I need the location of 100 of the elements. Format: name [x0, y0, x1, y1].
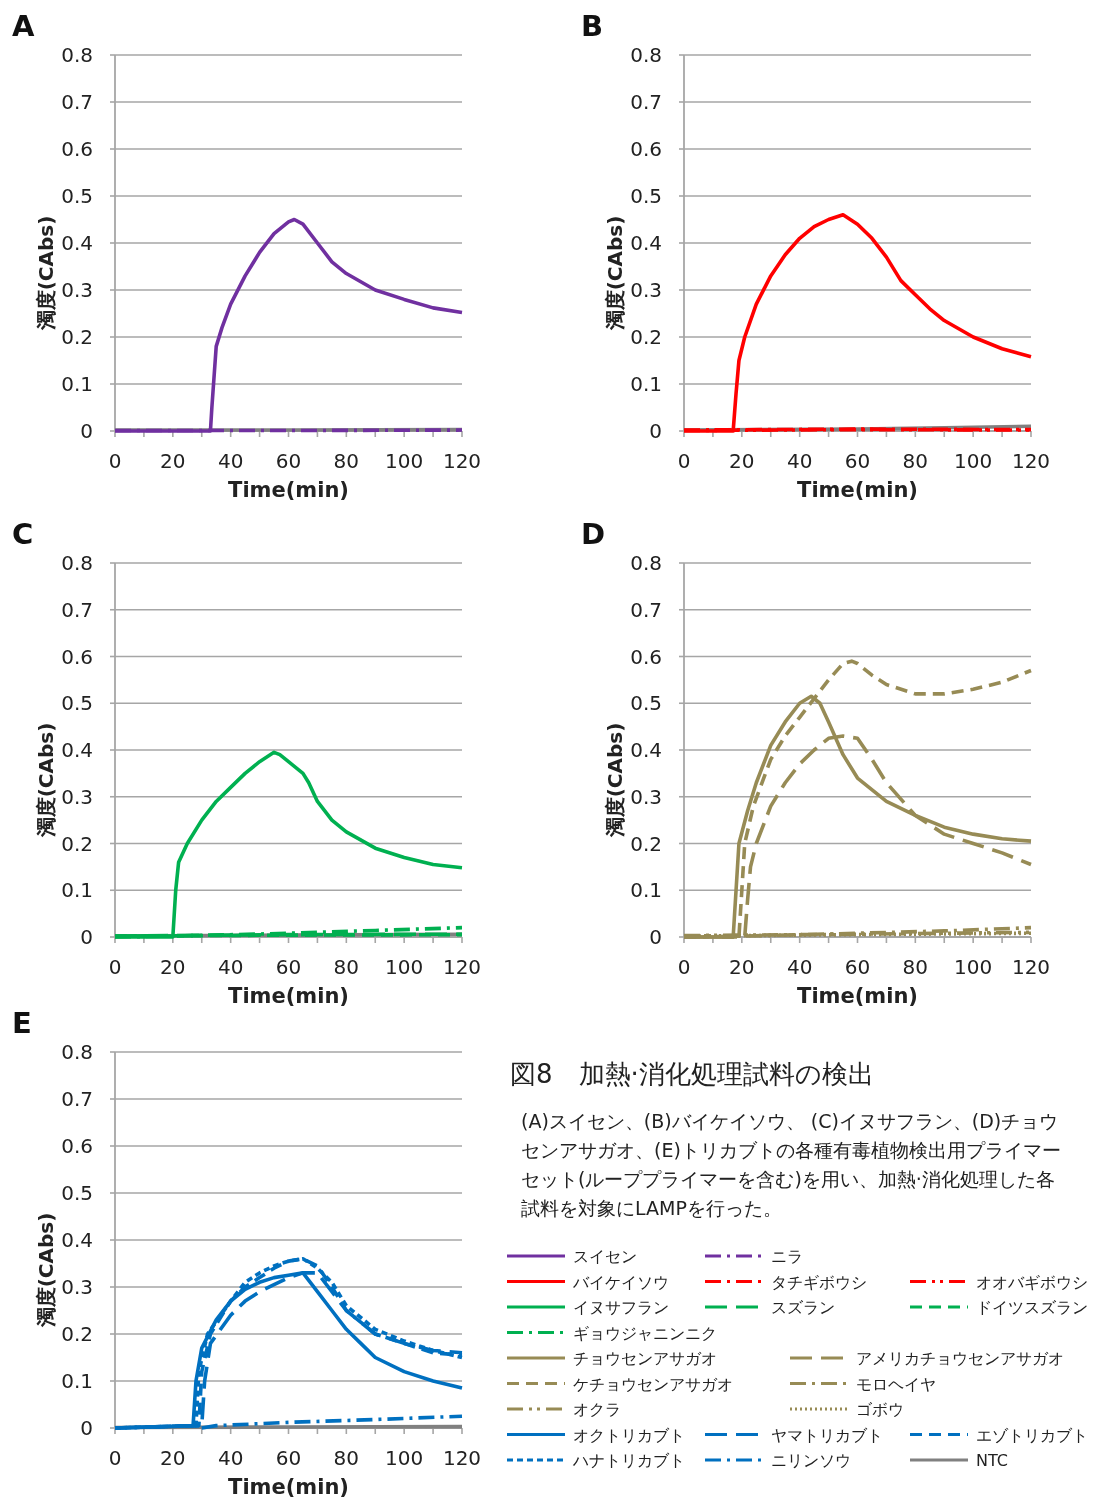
y-tick-label: 0.2: [61, 831, 93, 856]
legend-label: ニラ: [771, 1247, 803, 1266]
y-tick-label: 0.6: [61, 137, 93, 161]
y-tick-label: 0.3: [61, 784, 93, 809]
y-tick-label: 0.3: [61, 278, 93, 302]
x-axis-title: Time(min): [228, 478, 349, 502]
legend-label: チョウセンアサガオ: [573, 1349, 717, 1368]
y-tick-label: 0.7: [61, 1087, 93, 1111]
y-tick-label: 0.4: [630, 231, 662, 255]
x-tick-label: 40: [217, 955, 244, 979]
x-tick-label: 60: [275, 955, 302, 979]
x-tick-label: 0: [108, 955, 122, 979]
x-tick-label: 80: [333, 1446, 360, 1470]
x-tick-label: 0: [677, 449, 691, 473]
legend-label: バイケイソウ: [572, 1272, 669, 1292]
chart-title: D: [581, 517, 606, 551]
x-tick-label: 120: [442, 449, 482, 473]
y-tick-label: 0.6: [61, 1134, 93, 1158]
x-tick-label: 100: [385, 1446, 424, 1470]
y-tick-label: 0.8: [61, 551, 93, 575]
x-tick-label: 20: [160, 449, 186, 473]
x-tick-label: 40: [786, 955, 813, 979]
y-tick-label: 0: [80, 1416, 93, 1440]
x-tick-label: 0: [677, 955, 691, 979]
y-tick-label: 0.6: [630, 644, 662, 669]
x-tick-label: 40: [217, 449, 244, 473]
y-tick-label: 0.4: [630, 738, 662, 762]
x-tick-label: 80: [902, 449, 929, 473]
y-tick-label: 0.8: [61, 43, 93, 67]
y-tick-label: 0.2: [61, 325, 93, 349]
x-tick-label: 100: [385, 449, 424, 473]
legend-label: モロヘイヤ: [856, 1374, 936, 1394]
x-axis-title: Time(min): [228, 1475, 349, 1499]
y-axis-title: 濁度(CAbs): [34, 722, 58, 839]
x-tick-label: 120: [442, 955, 482, 979]
legend-label: アメリカチョウセンアサガオ: [856, 1349, 1064, 1368]
legend-label: ハナトリカブト: [572, 1451, 685, 1470]
text: 図8 加熱·消化処理試料の検出: [510, 1059, 874, 1089]
x-tick-label: 20: [729, 449, 755, 473]
y-tick-label: 0.4: [61, 738, 93, 762]
y-tick-label: 0.3: [61, 1275, 93, 1299]
y-tick-label: 0.8: [61, 1040, 93, 1064]
x-tick-label: 40: [217, 1446, 244, 1470]
y-tick-label: 0.3: [630, 784, 662, 809]
legend-label: エゾトリカブト: [976, 1425, 1088, 1445]
chart-title: E: [12, 1006, 32, 1040]
y-tick-label: 0.5: [61, 1181, 93, 1205]
y-tick-label: 0.5: [61, 691, 93, 716]
y-axis-title: 濁度(CAbs): [603, 215, 627, 332]
y-tick-label: 0.1: [61, 878, 93, 903]
y-tick-label: 0.4: [61, 231, 93, 255]
y-tick-label: 0.2: [630, 831, 662, 856]
y-tick-label: 0.6: [630, 137, 662, 161]
x-axis-title: Time(min): [228, 984, 349, 1008]
legend-label: オクラ: [573, 1400, 621, 1419]
y-tick-label: 0.8: [630, 551, 662, 575]
y-tick-label: 0: [649, 925, 662, 949]
x-tick-label: 120: [442, 1446, 482, 1470]
x-tick-label: 100: [954, 955, 993, 979]
y-tick-label: 0: [80, 419, 93, 443]
legend-label: スイセン: [573, 1247, 637, 1266]
y-axis-title: 濁度(CAbs): [34, 1212, 58, 1329]
x-tick-label: 120: [1011, 955, 1051, 979]
y-tick-label: 0.6: [61, 644, 93, 669]
x-tick-label: 0: [108, 449, 122, 473]
y-tick-label: 0: [649, 419, 662, 443]
legend-label: オオバギボウシ: [976, 1272, 1088, 1292]
x-tick-label: 60: [844, 955, 871, 979]
legend-label: ニリンソウ: [771, 1451, 851, 1470]
legend-label: ゴボウ: [856, 1400, 904, 1419]
y-axis-title: 濁度(CAbs): [34, 215, 58, 332]
y-tick-label: 0.1: [630, 372, 662, 396]
x-tick-label: 80: [333, 449, 360, 473]
y-tick-label: 0.2: [61, 1322, 93, 1346]
chart-title: C: [12, 517, 34, 551]
legend-label: NTC: [976, 1451, 1008, 1470]
legend-label: ギョウジャニンニク: [573, 1323, 717, 1343]
y-tick-label: 0.3: [630, 278, 662, 302]
y-tick-label: 0.5: [61, 184, 93, 208]
chart-title: A: [12, 9, 35, 43]
y-tick-label: 0.1: [61, 1369, 93, 1393]
y-axis-title: 濁度(CAbs): [603, 722, 627, 839]
x-tick-label: 80: [333, 955, 360, 979]
x-tick-label: 60: [844, 449, 871, 473]
y-tick-label: 0.7: [61, 597, 93, 622]
legend-label: ドイツスズラン: [976, 1298, 1088, 1317]
y-tick-label: 0: [80, 925, 93, 949]
x-tick-label: 100: [385, 955, 424, 979]
x-tick-label: 80: [902, 955, 929, 979]
x-tick-label: 60: [275, 449, 302, 473]
y-tick-label: 0.4: [61, 1228, 93, 1252]
x-tick-label: 120: [1011, 449, 1051, 473]
y-tick-label: 0.5: [630, 184, 662, 208]
x-tick-label: 20: [160, 955, 186, 979]
y-tick-label: 0.1: [630, 878, 662, 903]
y-tick-label: 0.2: [630, 325, 662, 349]
x-axis-title: Time(min): [797, 984, 918, 1008]
legend-label: オクトリカブト: [573, 1425, 685, 1445]
x-axis-title: Time(min): [797, 478, 918, 502]
x-tick-label: 40: [786, 449, 813, 473]
